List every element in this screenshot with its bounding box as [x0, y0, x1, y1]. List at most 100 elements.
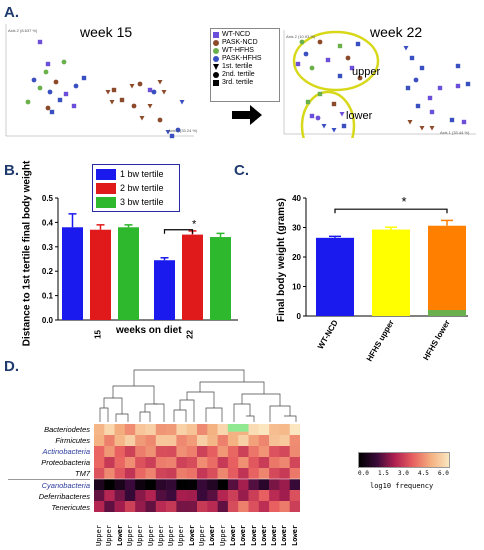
- heatmap-cell: [176, 457, 187, 469]
- heatmap-column-label: Lower: [249, 524, 258, 546]
- heatmap-cell: [279, 424, 290, 436]
- pcoa-point: [57, 97, 63, 103]
- pcoa-point: [427, 95, 433, 101]
- chart-b-legend-label: 2 bw tertile: [120, 183, 164, 193]
- heatmap-cell: [238, 435, 249, 447]
- heatmap-cell: [94, 468, 105, 480]
- pcoa-point: [169, 133, 175, 139]
- pcoa-point: [325, 57, 331, 63]
- pcoa-point: [345, 55, 351, 61]
- heatmap-cell: [176, 424, 187, 436]
- heatmap-cell: [227, 457, 239, 469]
- pcoa-point: [129, 84, 135, 89]
- pcoa-week22-plot: [282, 28, 478, 162]
- heatmap-cell: [217, 501, 229, 513]
- week22-axis2-label: Axis 2 (10.93 %): [286, 34, 316, 39]
- heatmap-cell: [248, 457, 260, 469]
- heatmap-cell: [94, 490, 105, 502]
- heatmap-row-label: Proteobacteria: [41, 458, 90, 467]
- heatmap-cell: [269, 468, 280, 480]
- heatmap-cell: [258, 490, 270, 502]
- heatmap-row-label: Actinobacteria: [42, 447, 90, 456]
- chart-b-legend-label: 1 bw tertile: [120, 169, 164, 179]
- upper-label: upper: [352, 66, 381, 78]
- heatmap-cell: [124, 435, 136, 447]
- heatmap-cell: [248, 424, 260, 436]
- pcoa-week22-svg: [283, 30, 476, 162]
- dendrogram-svg: [99, 369, 297, 422]
- pcoa-point: [139, 116, 145, 121]
- chart-b-y-tick-label: 0.0: [42, 316, 54, 325]
- heatmap-cell: [176, 468, 187, 480]
- heatmap-cell: [227, 435, 239, 447]
- pcoa-point: [403, 46, 409, 51]
- heatmap-cell: [114, 468, 126, 480]
- heatmap-cell: [289, 424, 301, 436]
- heatmap-cell: [248, 446, 260, 458]
- heatmap-row-label: Firmicutes: [55, 436, 90, 445]
- heatmap-cell: [135, 435, 146, 447]
- pcoa-legend-list: WT-NCD PASK-NCD WT-HFHS PASK-HFHS 1st. terti…: [213, 31, 277, 87]
- heatmap-column-label: Upper: [95, 524, 103, 546]
- heatmap-cell: [217, 424, 229, 436]
- pcoa-legend: WT-NCD PASK-NCD WT-HFHS PASK-HFHS 1st. terti…: [210, 28, 280, 102]
- chart-c-x-tick-label: WT-NCD: [316, 318, 340, 350]
- chart-c-y-tick-label: 30: [292, 224, 301, 233]
- heatmap-cell: [155, 490, 167, 502]
- heatmap-row-label: Tenericutes: [51, 503, 91, 512]
- heatmap-cell: [114, 457, 126, 469]
- heatmap-cell: [104, 501, 115, 513]
- legend-swatch: [96, 168, 116, 180]
- chart-b-x-tick-label: 22: [186, 329, 195, 338]
- heatmap-cell: [207, 435, 218, 447]
- heatmap-cell: [186, 501, 198, 513]
- pcoa-legend-label: 2nd. tertile: [222, 71, 255, 78]
- pcoa-point: [111, 87, 117, 93]
- heatmap-cell: [145, 424, 157, 436]
- heatmap-cell: [238, 490, 249, 502]
- pcoa-week15-points: [25, 39, 185, 139]
- heatmap-cell: [166, 446, 177, 458]
- pcoa-point: [321, 124, 327, 129]
- heatmap-cell: [94, 501, 105, 513]
- heatmap-row-labels: Bacteriodetes Firmicutes Actinobacteria Pro…: [8, 424, 90, 513]
- heatmap-cell: [279, 490, 290, 502]
- heatmap-cell: [176, 479, 187, 491]
- pcoa-legend-item: 1st. tertile: [213, 63, 277, 71]
- heatmap-cell: [186, 479, 198, 491]
- heatmap-cell: [114, 479, 126, 491]
- pcoa-legend-label: 3rd. tertile: [222, 79, 254, 86]
- heatmap-row-label: TM7: [75, 469, 90, 478]
- chart-b-area: 0.0 0.1 0.2 0.3 0.4 0.5 15 22 *: [42, 194, 238, 339]
- week15-title: week 15: [80, 24, 133, 40]
- heatmap-cell: [197, 490, 208, 502]
- pcoa-point: [157, 80, 163, 85]
- heatmap-cell: [197, 446, 208, 458]
- pcoa-point: [437, 85, 443, 91]
- heatmap-cell: [217, 457, 229, 469]
- week15-axis1-label: Axis 1 (33.24 %): [168, 128, 198, 133]
- pcoa-legend-item: WT-NCD: [213, 31, 277, 39]
- heatmap-cell: [197, 501, 208, 513]
- heatmap-column-label: Lower: [208, 524, 217, 546]
- heatmap-cell: [217, 479, 229, 491]
- pcoa-point: [355, 41, 361, 47]
- pcoa-point: [165, 130, 171, 135]
- pcoa-point: [315, 115, 321, 121]
- heatmap-cell: [135, 457, 146, 469]
- heatmap-cell: [166, 490, 177, 502]
- heatmap-column-label: Upper: [136, 524, 145, 546]
- heatmap-cell: [197, 435, 208, 447]
- pcoa-point: [309, 113, 315, 119]
- heatmap-cell: [104, 424, 115, 436]
- heatmap-cell: [94, 457, 105, 469]
- heatmap-column-label: Lower: [270, 524, 279, 546]
- heatmap-column-label: Upper: [156, 524, 165, 546]
- heatmap-cell: [124, 457, 136, 469]
- pcoa-point: [419, 126, 425, 131]
- chart-c-svg: 0 10 20 30 40 WT-NCD HFHS upper HFHS lower *: [292, 194, 468, 363]
- chart-c-x-tick-label: HFHS upper: [365, 319, 396, 364]
- pcoa-point: [179, 100, 185, 105]
- heatmap-cell: [124, 446, 136, 458]
- heatmap-cell: [145, 435, 157, 447]
